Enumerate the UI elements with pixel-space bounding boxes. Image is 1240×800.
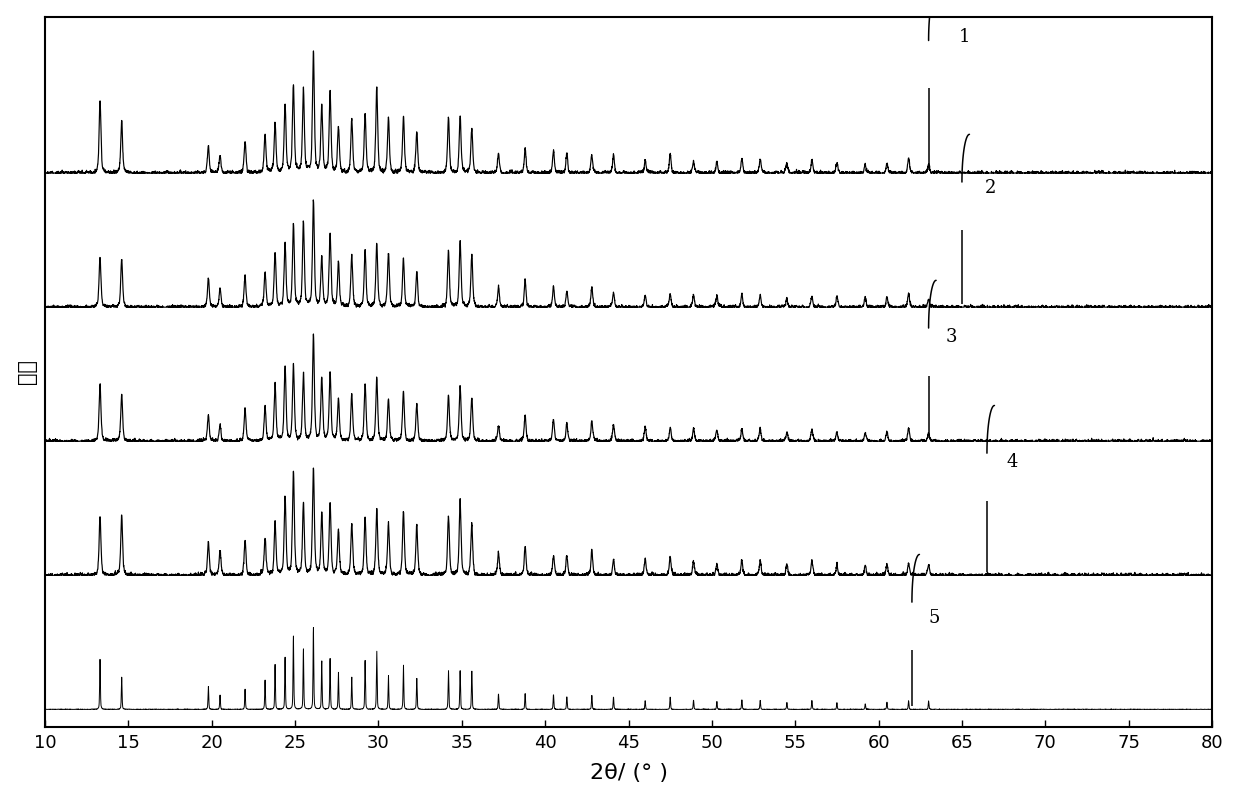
- Text: 3: 3: [945, 328, 957, 346]
- X-axis label: 2θ/ (° ): 2θ/ (° ): [589, 763, 667, 783]
- Y-axis label: 强度: 强度: [16, 359, 37, 385]
- Text: 2: 2: [986, 179, 997, 197]
- Text: 1: 1: [959, 29, 970, 46]
- Text: 4: 4: [1007, 453, 1018, 471]
- Text: 5: 5: [929, 610, 940, 627]
